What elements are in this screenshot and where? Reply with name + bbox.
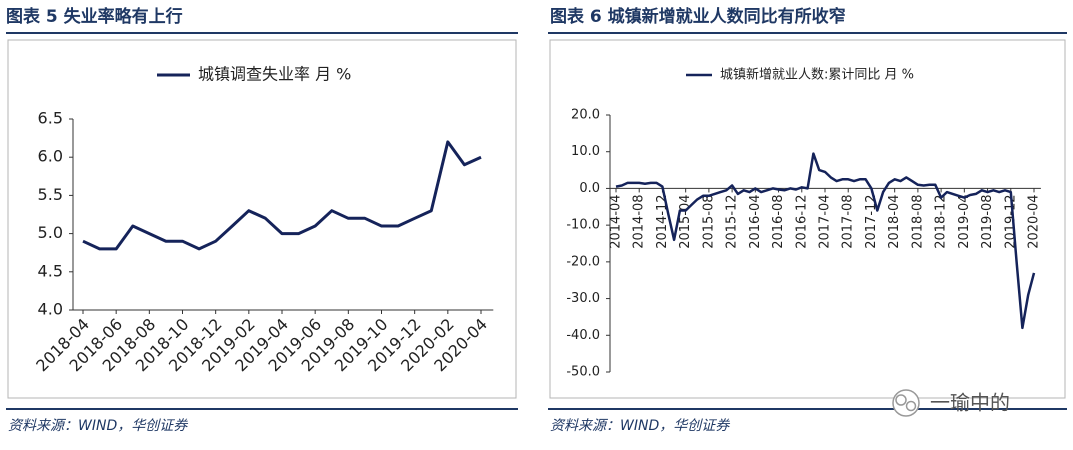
x-tick-label: 2015-04 xyxy=(678,194,693,248)
x-tick-label: 2016-12 xyxy=(794,194,809,248)
y-tick-label: 20.0 xyxy=(571,108,600,123)
watermark: 一瑜中的 xyxy=(930,391,1010,415)
y-tick-label: -20.0 xyxy=(566,254,600,269)
data-line xyxy=(82,140,482,251)
legend-label: 城镇新增就业人数:累计同比 月 % xyxy=(720,67,914,83)
chart-frame xyxy=(549,39,1066,399)
data-line xyxy=(615,152,1036,330)
x-tick-label: 2019-08 xyxy=(980,194,995,248)
chart-frame xyxy=(7,39,517,399)
source: 资料来源：WIND，华创证券 xyxy=(550,418,730,434)
y-tick-label: 6.0 xyxy=(38,147,63,166)
x-tick-label: 2018-08 xyxy=(910,194,925,248)
x-tick-label: 2014-04 xyxy=(609,194,624,248)
x-tick-label: 2018-04 xyxy=(887,194,902,248)
x-tick-label: 2014-12 xyxy=(655,194,670,248)
y-tick-label: 10.0 xyxy=(571,144,600,159)
y-tick-label: 4.0 xyxy=(38,300,63,319)
x-tick-label: 2016-04 xyxy=(748,194,763,248)
chart-title: 图表 5 失业率略有上行 xyxy=(6,6,183,27)
y-tick-label: -50.0 xyxy=(566,365,600,380)
y-tick-label: -30.0 xyxy=(566,291,600,306)
legend-label: 城镇调查失业率 月 % xyxy=(198,65,351,84)
y-tick-label: -10.0 xyxy=(566,218,600,233)
y-tick-label: 4.5 xyxy=(38,261,63,280)
x-tick-label: 2017-08 xyxy=(841,194,856,248)
x-tick-label: 2017-04 xyxy=(818,194,833,248)
y-tick-label: 0.0 xyxy=(579,181,600,196)
x-tick-label: 2019-04 xyxy=(957,194,972,248)
x-tick-label: 2018-12 xyxy=(934,194,949,248)
x-tick-label: 2015-08 xyxy=(701,194,716,248)
source: 资料来源：WIND，华创证券 xyxy=(8,418,188,434)
y-tick-label: -40.0 xyxy=(566,328,600,343)
x-tick-label: 2020-04 xyxy=(1027,194,1042,248)
y-tick-label: 6.5 xyxy=(38,109,63,128)
x-tick-label: 2016-08 xyxy=(771,194,786,248)
x-tick-label: 2015-12 xyxy=(725,194,740,248)
y-tick-label: 5.0 xyxy=(38,223,63,242)
x-tick-label: 2017-12 xyxy=(864,194,879,248)
x-tick-label: 2014-08 xyxy=(632,194,647,248)
chart-title: 图表 6 城镇新增就业人数同比有所收窄 xyxy=(550,6,846,27)
watermark-icon xyxy=(892,389,920,417)
y-tick-label: 5.5 xyxy=(38,185,63,204)
